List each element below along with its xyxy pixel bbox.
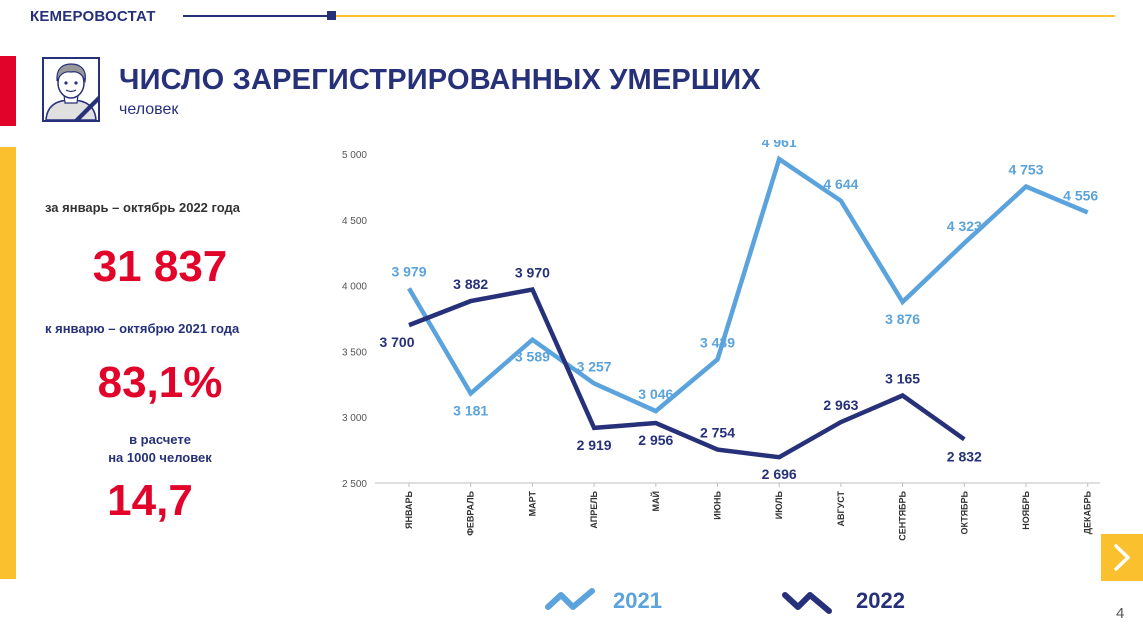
y-tick-label: 3 000 [342, 413, 367, 424]
slide-title: ЧИСЛО ЗАРЕГИСТРИРОВАННЫХ УМЕРШИХ [119, 64, 761, 96]
rate-label: в расчете на 1000 человек [60, 431, 260, 467]
period-label: за январь – октябрь 2022 года [45, 200, 241, 215]
y-tick-label: 4 500 [342, 216, 367, 227]
data-label-2021: 3 181 [453, 402, 488, 418]
x-tick-label: ОКТЯБРЬ [959, 490, 969, 534]
data-label-2022: 2 696 [762, 466, 797, 482]
y-tick-label: 4 000 [342, 282, 367, 293]
data-label-2022: 3 165 [885, 370, 920, 386]
x-tick-label: НОЯБРЬ [1021, 490, 1031, 529]
data-label-2021: 4 323 [947, 218, 982, 234]
data-label-2021: 4 961 [762, 140, 797, 150]
top-header: КЕМЕРОВОСТАТ [0, 0, 1143, 34]
total-deaths-value: 31 837 [92, 242, 228, 291]
data-label-2022: 2 956 [638, 432, 673, 448]
data-label-2021: 4 753 [1008, 162, 1043, 178]
chevron-right-icon [1114, 544, 1130, 571]
compare-value: 83,1% [97, 358, 223, 407]
data-label-2021: 3 439 [700, 334, 735, 350]
data-label-2021: 4 644 [823, 176, 858, 192]
x-tick-label: АПРЕЛЬ [589, 490, 599, 528]
y-tick-label: 2 500 [342, 479, 367, 490]
next-slide-button[interactable] [1101, 534, 1143, 581]
x-tick-label: ДЕКАБРЬ [1083, 490, 1093, 534]
data-label-2022: 3 970 [515, 265, 550, 281]
data-label-2021: 3 046 [638, 386, 673, 402]
compare-label: к январю – октябрю 2021 года [45, 321, 240, 336]
x-tick-label: МАЙ [650, 491, 661, 511]
rate-label-line1: в расчете [129, 432, 191, 447]
series-line-2022 [408, 286, 966, 460]
data-label-2022: 2 963 [823, 397, 858, 413]
x-tick-label: ФЕВРАЛЬ [466, 490, 476, 535]
legend-swatch-2021 [545, 588, 595, 610]
data-label-2021: 4 556 [1063, 187, 1098, 203]
x-tick-label: ИЮНЬ [713, 490, 723, 519]
legend-item-2022: 2022 [782, 586, 922, 618]
x-tick-label: СЕНТЯБРЬ [898, 490, 908, 540]
data-label-2022: 3 882 [453, 276, 488, 292]
x-tick-label: МАРТ [527, 491, 537, 517]
header-divider-yellow [336, 15, 1115, 17]
title-accent-bar [0, 56, 16, 126]
legend-item-2021: 2021 [545, 586, 675, 618]
data-label-2021: 3 589 [515, 349, 550, 365]
data-label-2022: 2 919 [577, 437, 612, 453]
legend-label-2022: 2022 [856, 588, 905, 613]
header-divider-dark [183, 15, 329, 17]
x-tick-label: ИЮЛЬ [774, 490, 784, 519]
person-avatar-icon [42, 57, 100, 122]
brand-name: КЕМЕРОВОСТАТ [30, 8, 156, 25]
data-label-2021: 3 257 [577, 358, 612, 374]
data-label-2021: 3 876 [885, 311, 920, 327]
data-label-2022: 2 832 [947, 448, 982, 464]
rate-label-line2: на 1000 человек [108, 450, 212, 465]
legend-label-2021: 2021 [613, 588, 662, 613]
data-label-2022: 3 700 [379, 334, 414, 350]
slide-subtitle: человек [119, 101, 179, 118]
page-number: 4 [1116, 605, 1125, 622]
x-tick-label: ЯНВАРЬ [404, 490, 414, 529]
legend-swatch-2022 [782, 592, 832, 614]
data-label-2021: 3 979 [391, 263, 426, 279]
rate-value: 14,7 [107, 476, 193, 525]
y-tick-label: 3 500 [342, 347, 367, 358]
header-divider-marker [327, 11, 336, 20]
series-line-2021 [407, 155, 1089, 414]
stats-accent-bar [0, 147, 16, 579]
y-tick-label: 5 000 [342, 150, 367, 161]
data-label-2022: 2 754 [700, 425, 735, 441]
deaths-line-chart: 2 500 3 000 3 500 4 000 4 500 5 000 ЯНВАРЬ ФЕВР… [342, 140, 1100, 541]
x-tick-label: АВГУСТ [836, 491, 846, 527]
